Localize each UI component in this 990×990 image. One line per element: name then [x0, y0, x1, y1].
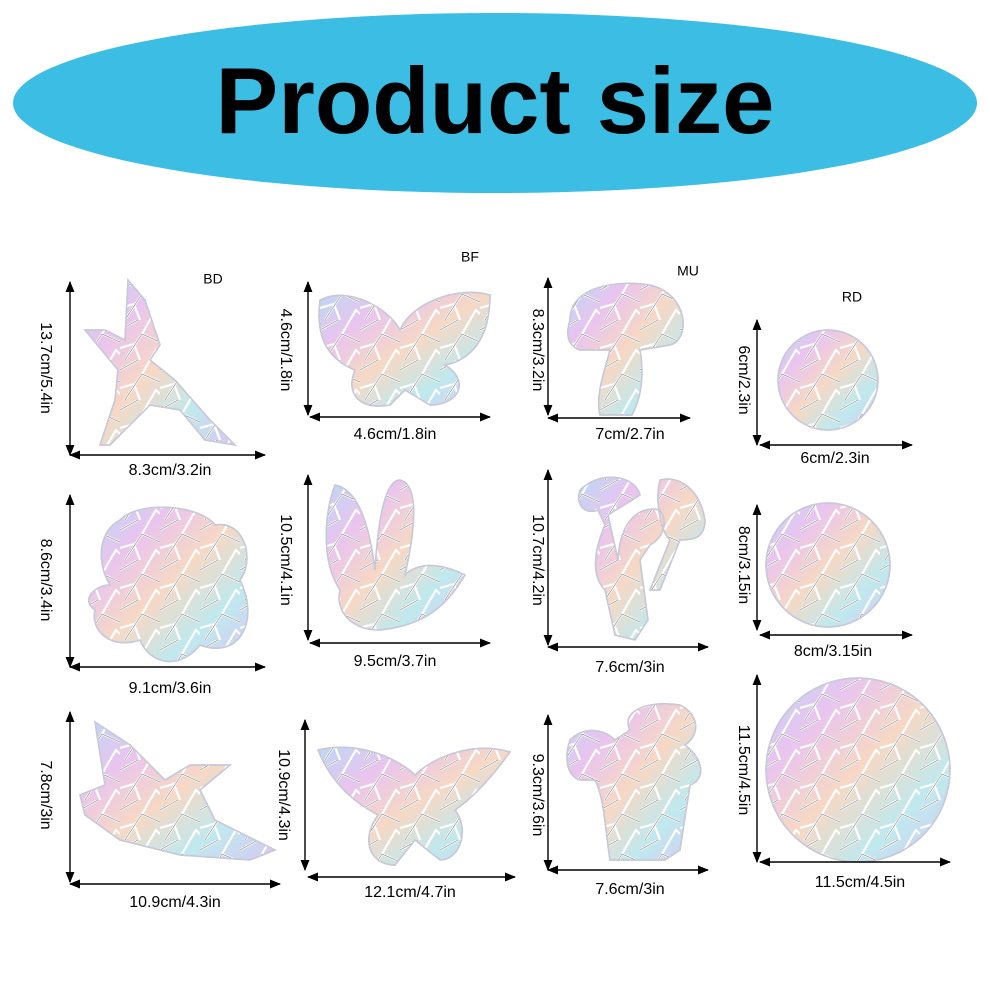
height-label: 10.9cm/4.3in — [275, 749, 292, 841]
height-label: 8cm/3.15in — [735, 526, 752, 604]
width-label: 10.9cm/4.3in — [129, 894, 221, 911]
height-label: 8.3cm/3.2in — [529, 309, 546, 392]
width-label: 11.5cm/4.5in — [815, 874, 905, 891]
sticker-shape — [765, 677, 951, 863]
width-label: 9.1cm/3.6in — [129, 680, 212, 697]
height-label: 7.8cm/3in — [37, 760, 54, 829]
height-label: 9.3cm/3.6in — [529, 754, 546, 837]
sticker-shape — [88, 506, 249, 662]
width-label: 4.6cm/1.8in — [354, 426, 437, 443]
sticker-shape — [316, 746, 512, 866]
product-shapes — [79, 278, 951, 866]
sticker-shape — [765, 502, 891, 628]
height-label: 11.5cm/4.5in — [735, 725, 752, 815]
width-label: 9.5cm/3.7in — [354, 653, 437, 670]
sticker-shape — [325, 479, 467, 631]
column-label: RD — [842, 289, 862, 305]
column-label: BF — [461, 249, 479, 265]
sticker-shape — [318, 291, 491, 407]
height-label: 4.6cm/1.8in — [277, 309, 294, 392]
sticker-shape — [578, 476, 706, 641]
width-label: 8.3cm/3.2in — [129, 462, 212, 479]
width-label: 6cm/2.3in — [800, 450, 869, 467]
title-banner — [13, 13, 977, 193]
width-label: 7cm/2.7in — [595, 426, 664, 443]
width-label: 12.1cm/4.7in — [364, 884, 456, 901]
sticker-shape — [567, 282, 684, 416]
height-label: 13.7cm/5.4in — [37, 322, 54, 414]
width-label: 7.6cm/3in — [595, 659, 664, 676]
sticker-shape — [79, 720, 277, 861]
sticker-shape — [566, 703, 702, 861]
width-label: 7.6cm/3in — [595, 881, 664, 898]
height-label: 10.5cm/4.1in — [277, 514, 294, 606]
column-label: BD — [203, 271, 222, 287]
height-label: 10.7cm/4.2in — [529, 514, 546, 606]
column-label: MU — [677, 263, 699, 279]
height-label: 6cm/2.3in — [735, 345, 752, 414]
title: Product size — [216, 48, 775, 153]
height-label: 8.6cm/3.4in — [37, 539, 54, 622]
sticker-shape — [777, 329, 879, 431]
sticker-shape — [83, 278, 238, 447]
width-label: 8cm/3.15in — [794, 643, 872, 660]
